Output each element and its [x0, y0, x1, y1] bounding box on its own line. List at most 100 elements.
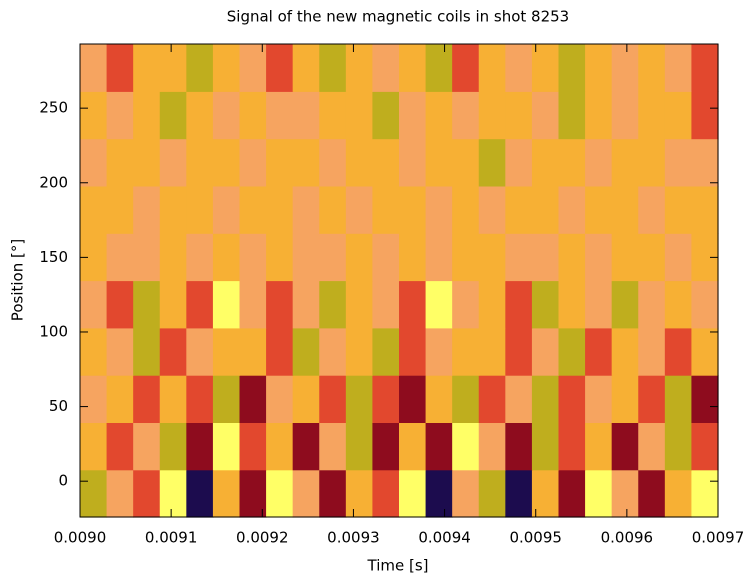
heatmap-cell — [478, 138, 506, 187]
heatmap-cell — [372, 469, 400, 518]
heatmap-cell — [106, 233, 134, 282]
heatmap-cell — [425, 375, 453, 423]
heatmap-cell — [212, 138, 241, 187]
heatmap-cell — [319, 138, 347, 187]
heatmap-cell — [372, 327, 400, 376]
heatmap-cell — [186, 280, 214, 329]
heatmap-cell — [691, 469, 719, 518]
heatmap-cell — [638, 233, 666, 282]
heatmap-cell — [638, 327, 666, 376]
heatmap-cell — [292, 375, 320, 423]
heatmap-cell — [558, 327, 586, 376]
heatmap-cell — [212, 233, 241, 282]
heatmap-cell — [425, 233, 453, 282]
heatmap-cell — [133, 233, 161, 282]
heatmap-cell — [478, 422, 506, 471]
heatmap-cell — [80, 469, 108, 518]
heatmap-cell — [292, 91, 320, 140]
x-tick-label: 0.0091 — [145, 529, 198, 547]
heatmap-cell — [664, 422, 693, 471]
heatmap-cell — [531, 138, 560, 187]
heatmap-cell — [106, 422, 134, 471]
heatmap-cell — [266, 469, 294, 518]
heatmap-cell — [452, 327, 480, 376]
heatmap-cell — [186, 422, 214, 471]
heatmap-cell — [159, 138, 187, 187]
heatmap-cell — [239, 422, 267, 471]
heatmap-cell — [585, 327, 613, 376]
heatmap-cell — [212, 280, 241, 329]
heatmap-cell — [399, 233, 427, 282]
heatmap-cell — [531, 91, 560, 140]
x-tick-label: 0.0097 — [692, 529, 745, 547]
heatmap-cell — [478, 327, 506, 376]
heatmap-cell — [266, 327, 294, 376]
heatmap-cell — [638, 185, 666, 234]
heatmap-cell — [558, 375, 586, 423]
heatmap-cell — [478, 91, 506, 140]
heatmap-cell — [691, 280, 719, 329]
heatmap-cell — [106, 185, 134, 234]
heatmap-cell — [319, 280, 347, 329]
heatmap-cell — [558, 280, 586, 329]
heatmap-cell — [505, 185, 533, 234]
heatmap-cell — [399, 185, 427, 234]
x-tick-label: 0.0092 — [236, 529, 289, 547]
heatmap-cell — [425, 185, 453, 234]
heatmap-cell — [638, 375, 666, 423]
heatmap-cell — [691, 375, 719, 423]
heatmap-cell — [239, 138, 267, 187]
heatmap-cell — [505, 422, 533, 471]
heatmap-cell — [399, 138, 427, 187]
heatmap-cell — [638, 91, 666, 140]
heatmap-cell — [638, 469, 666, 518]
heatmap-cell — [558, 233, 586, 282]
heatmap-cell — [638, 44, 666, 92]
heatmap-cell — [611, 91, 639, 140]
heatmap-cell — [531, 233, 560, 282]
heatmap-cell — [585, 280, 613, 329]
heatmap-cell — [292, 44, 320, 92]
heatmap-cell — [372, 91, 400, 140]
heatmap-cell — [186, 233, 214, 282]
heatmap-cell — [212, 44, 241, 92]
heatmap-cell — [505, 327, 533, 376]
heatmap-cell — [372, 422, 400, 471]
heatmap-cell — [239, 375, 267, 423]
heatmap-cell — [478, 233, 506, 282]
heatmap-cell — [239, 233, 267, 282]
heatmap-cell — [372, 280, 400, 329]
heatmap-cell — [106, 469, 134, 518]
heatmap-cell — [531, 280, 560, 329]
heatmap-cell — [425, 91, 453, 140]
heatmap-cell — [505, 280, 533, 329]
heatmap-cell — [372, 375, 400, 423]
heatmap-cell — [478, 375, 506, 423]
heatmap-cell — [345, 138, 374, 187]
heatmap-cell — [212, 327, 241, 376]
y-tick-label: 50 — [49, 397, 68, 415]
y-tick-label: 200 — [39, 173, 68, 191]
heatmap-cell — [345, 44, 374, 92]
heatmap-cell — [292, 422, 320, 471]
heatmap-cell — [345, 280, 374, 329]
heatmap-cell — [186, 185, 214, 234]
heatmap-cell — [80, 91, 108, 140]
heatmap-cell — [292, 327, 320, 376]
heatmap-cell — [452, 185, 480, 234]
heatmap-cell — [452, 422, 480, 471]
heatmap-cell — [664, 138, 693, 187]
heatmap-cell — [319, 375, 347, 423]
heatmap-cell — [664, 469, 693, 518]
heatmap-cell — [133, 44, 161, 92]
y-tick-label: 150 — [39, 248, 68, 266]
heatmap-cell — [319, 185, 347, 234]
heatmap-cell — [80, 280, 108, 329]
heatmap-cell — [399, 44, 427, 92]
heatmap-cell — [372, 233, 400, 282]
heatmap-cell — [345, 375, 374, 423]
heatmap-cell — [106, 44, 134, 92]
heatmap-cell — [292, 185, 320, 234]
heatmap-cell — [186, 91, 214, 140]
